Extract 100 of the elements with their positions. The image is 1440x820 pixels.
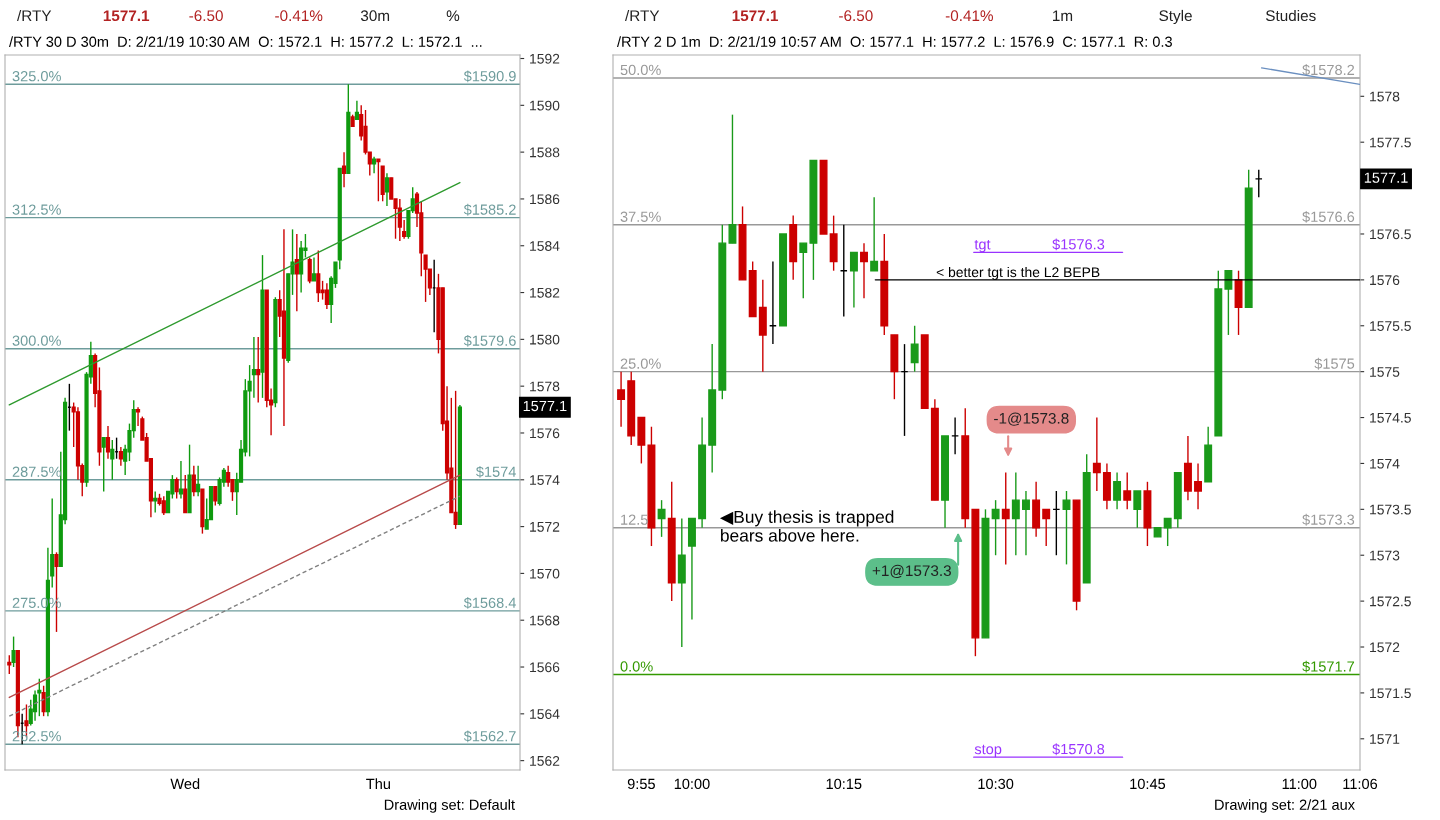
x-tick-label: Wed [170,778,200,790]
text: -0.41% [275,10,323,22]
annotation: $1570.8 [1052,743,1105,756]
y-tick-label: 1571 [1370,734,1400,744]
x-tick-label: 11:00 [1282,778,1317,790]
candlestick [1022,490,1030,556]
y-tick-label: 1564 [530,709,560,719]
text: Drawing set: Default [384,799,515,813]
annotation: 325.0% [12,71,61,82]
chart-title: /RTY 30 D 30m D: 2/21/19 10:30 AM O: 1572.1 H: 1577.2 L: 1572.1 ... [9,36,482,47]
annotation: ◀Buy thesis is trapped bears above here. [719,510,894,542]
y-tick-label: 1575 [1370,367,1400,377]
candlestick [41,685,46,717]
candlestick [178,460,184,500]
candlestick [799,242,808,299]
candlestick [1133,490,1142,529]
text: 1m [1053,10,1073,21]
candlestick [1042,508,1051,547]
candlestick [213,486,218,507]
text: -0.41% [945,10,994,22]
text: Drawing set: 2/21 aux [1215,799,1355,813]
ref-line-label: $1562.7 [463,730,516,743]
annotation: -1@1573.8 [994,412,1069,426]
y-tick-label: 1572 [530,521,560,532]
text: % [446,10,460,22]
ref-line-label: $1573.3 [1302,513,1355,526]
x-tick-label: 10:15 [826,778,862,790]
candlestick [1163,517,1172,547]
text: 30m [360,10,390,22]
candlestick [849,251,858,309]
candlestick [101,436,106,493]
candlestick [657,499,666,538]
candlestick [191,465,196,497]
candlestick [174,476,179,500]
annotation: +1@1573.3 [872,564,951,579]
candlestick [1113,471,1122,511]
y-tick-label: 1592 [530,53,560,64]
candlestick [1001,471,1010,566]
ref-line-label: $1576.6 [1302,210,1355,223]
candlestick [196,465,201,497]
y-tick-label: 1573.5 [1370,504,1411,515]
candlestick [1011,471,1020,556]
candlestick [354,99,360,121]
candlestick [118,446,123,467]
text: /RTY [625,9,660,22]
candlestick [1092,416,1101,492]
y-tick-label: 1575.5 [1370,321,1411,331]
text: /RTY [17,9,52,22]
candlestick [161,495,166,516]
text: Style [1159,9,1192,25]
y-tick-label: 1562 [530,755,560,766]
text: 1577.1 [523,400,567,412]
candlestick [341,151,347,188]
candlestick [870,196,879,272]
candlestick [617,370,626,428]
x-tick-label: 10:30 [978,778,1014,790]
candlestick [183,474,188,514]
y-tick-label: 1586 [530,194,560,205]
y-tick-label: 1574 [530,475,560,485]
candlestick [32,689,38,722]
candlestick [1224,269,1233,336]
candlestick [860,242,868,299]
y-tick-label: 1590 [530,100,560,111]
text: -6.50 [189,10,223,22]
text: 1577.1 [103,10,150,22]
text: 1577.1 [1364,172,1408,183]
candlestick [453,390,458,530]
candlestick [226,465,231,488]
candlestick [105,425,111,460]
candlestick [153,490,158,514]
y-tick-label: 1571.5 [1370,688,1411,699]
annotation: stop [974,744,1002,758]
ref-line-label: $1574 [476,465,516,478]
y-tick-label: 1566 [530,662,560,673]
ref-line-label: $1579.6 [463,334,516,347]
text: -6.50 [839,10,873,22]
y-tick-label: 1576 [1370,275,1400,286]
candlestick [307,256,312,284]
y-tick-label: 1588 [530,147,560,158]
x-tick-label: 10:00 [674,778,710,790]
y-tick-label: 1582 [530,287,560,298]
x-tick-label: 11:06 [1343,778,1378,790]
ref-line-label: $1571.7 [1302,660,1355,673]
annotation: $1576.3 [1052,238,1105,251]
x-tick-label: Thu [366,778,390,790]
y-tick-label: 1570 [530,568,560,579]
candlestick [376,158,381,202]
y-tick-label: 1572.5 [1370,596,1411,607]
candlestick [728,113,737,244]
y-tick-label: 1577.5 [1370,137,1411,148]
ref-line-label: $1568.4 [463,597,516,609]
chart-title: /RTY 2 D 1m D: 2/21/19 10:57 AM O: 1577.1 H: 1577.2 L: 1576.9 C: 1577.1 R: 0.3 [617,36,1172,47]
ref-line-label: $1575 [1314,357,1355,370]
ref-line-label: $1578.2 [1302,64,1355,76]
ref-line-label: $1590.9 [463,70,516,83]
candlestick [11,635,16,668]
text: Studies [1265,9,1316,22]
y-tick-label: 1568 [530,615,560,626]
candlestick [316,249,321,303]
text: 1577.1 [732,10,779,22]
